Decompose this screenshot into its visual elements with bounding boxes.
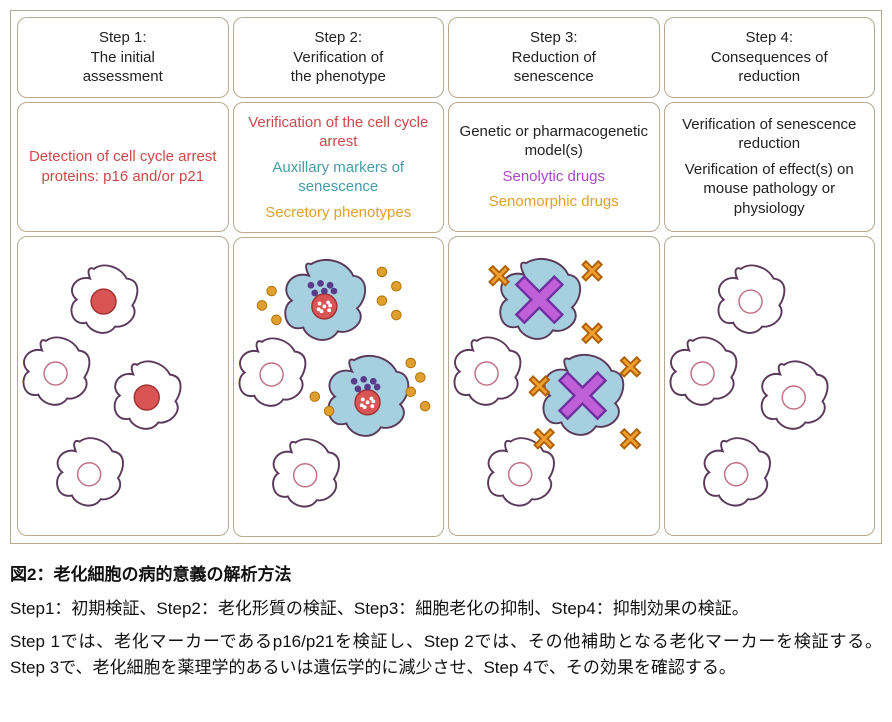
cells-svg <box>669 241 871 531</box>
step-title-line: the phenotype <box>242 67 436 87</box>
figure-grid: Step 1:The initialassessment Detection of… <box>10 10 882 544</box>
step-number: Step 3: <box>457 28 651 48</box>
step-description: Verification of senescence reduction Veri… <box>664 102 876 232</box>
step-title-line: Reduction of <box>457 48 651 68</box>
step-column-2: Step 2:Verification ofthe phenotypeVerif… <box>233 17 445 537</box>
step-illustration <box>664 236 876 536</box>
step-number: Step 2: <box>242 28 436 48</box>
description-line: Detection of cell cycle arrest proteins:… <box>26 147 220 186</box>
description-line: Senomorphic drugs <box>457 192 651 212</box>
step-title-line: Verification of <box>242 48 436 68</box>
step-title-line: senescence <box>457 67 651 87</box>
cells-svg <box>22 241 224 531</box>
description-line: Verification of senescence reduction <box>673 115 867 154</box>
step-illustration <box>233 237 445 537</box>
caption-line2: Step 1では、老化マーカーであるp16/p21を検証し、Step 2では、そ… <box>10 629 882 682</box>
caption-line1: Step1：初期検証、Step2：老化形質の検証、Step3：細胞老化の抑制、S… <box>10 596 882 622</box>
step-column-4: Step 4:Consequences ofreductionVerificat… <box>664 17 876 537</box>
step-header: Step 4:Consequences ofreduction <box>664 17 876 98</box>
step-title-line: Consequences of <box>673 48 867 68</box>
caption: 図2：老化細胞の病的意義の解析方法 Step1：初期検証、Step2：老化形質の… <box>10 562 882 681</box>
description-line: Genetic or pharmacogenetic model(s) <box>457 122 651 161</box>
description-line: Auxillary markers of senescence <box>242 158 436 197</box>
step-title-line: assessment <box>26 67 220 87</box>
description-line: Secretory phenotypes <box>242 203 436 223</box>
step-column-3: Step 3:Reduction ofsenescenceGenetic or … <box>448 17 660 537</box>
description-line: Verification of the cell cycle arrest <box>242 113 436 152</box>
step-title-line: The initial <box>26 48 220 68</box>
caption-title: 図2：老化細胞の病的意義の解析方法 <box>10 562 882 588</box>
step-illustration <box>448 236 660 536</box>
cells-svg <box>238 242 440 532</box>
step-description: Verification of the cell cycle arrest Aux… <box>233 102 445 234</box>
step-header: Step 3:Reduction ofsenescence <box>448 17 660 98</box>
step-title-line: reduction <box>673 67 867 87</box>
step-description: Genetic or pharmacogenetic model(s) Senol… <box>448 102 660 232</box>
step-column-1: Step 1:The initialassessment Detection of… <box>17 17 229 537</box>
step-header: Step 2:Verification ofthe phenotype <box>233 17 445 98</box>
description-line: Verification of effect(s) on mouse patho… <box>673 160 867 219</box>
step-number: Step 4: <box>673 28 867 48</box>
description-line: Senolytic drugs <box>457 167 651 187</box>
step-description: Detection of cell cycle arrest proteins:… <box>17 102 229 232</box>
step-number: Step 1: <box>26 28 220 48</box>
step-header: Step 1:The initialassessment <box>17 17 229 98</box>
step-illustration <box>17 236 229 536</box>
cells-svg <box>453 241 655 531</box>
